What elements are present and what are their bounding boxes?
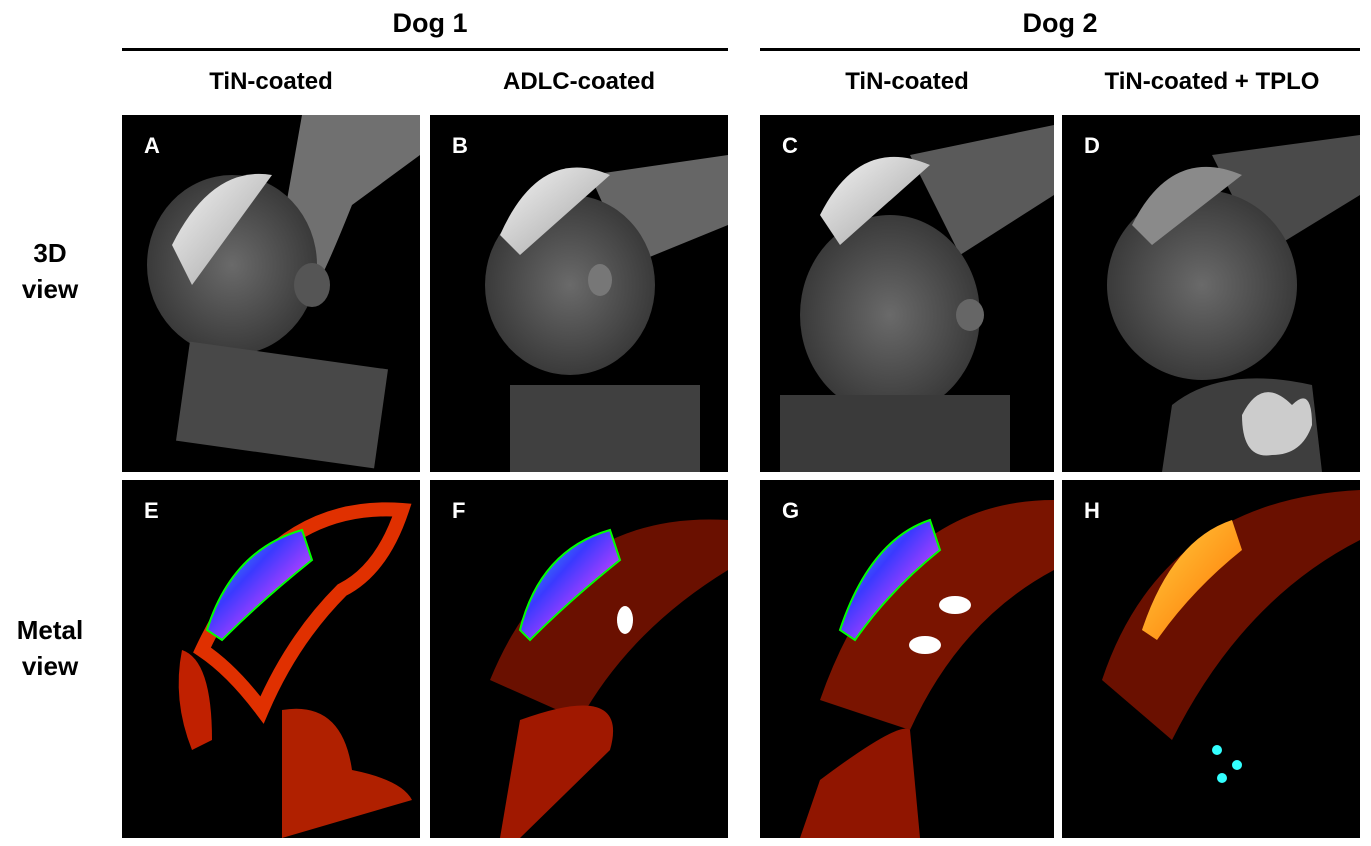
group-label-dog1: Dog 1 [392, 8, 468, 38]
panel-f-metal-view: F [430, 480, 728, 838]
group-divider-dog1 [122, 48, 728, 51]
panel-e-metal-view: E [122, 480, 420, 838]
row-label-line: Metal [16, 615, 84, 645]
column-label-adlc: ADLC-coated [502, 68, 655, 95]
panel-a-3d-view: A [122, 115, 420, 472]
panel-label: F [452, 498, 466, 523]
row-label-3d-view: 3D view [0, 235, 100, 307]
column-label-tin-1: TiN-coated [209, 68, 333, 95]
row-label-metal-view: Metal view [0, 612, 100, 684]
group-label-dog2: Dog 2 [1022, 8, 1098, 38]
column-label-tin-2: TiN-coated [845, 68, 969, 95]
panel-label: G [782, 498, 800, 523]
row-label-line: 3D [33, 238, 67, 268]
panel-h-metal-view: H [1062, 480, 1360, 838]
panel-g-metal-view: G [760, 480, 1054, 838]
row-label-line: view [21, 274, 79, 304]
panel-c-3d-view: C [760, 115, 1054, 472]
row-label-line: view [21, 651, 79, 681]
group-divider-dog2 [760, 48, 1360, 51]
panel-label: H [1084, 498, 1100, 523]
panel-label: E [144, 498, 159, 523]
column-label-tin-tplo: TiN-coated + TPLO [1104, 68, 1320, 95]
panel-label: A [144, 133, 160, 158]
panel-d-3d-view: D [1062, 115, 1360, 472]
panel-label: B [452, 133, 468, 158]
panel-label: C [782, 133, 798, 158]
panel-b-3d-view: B [430, 115, 728, 472]
panel-label: D [1084, 133, 1100, 158]
